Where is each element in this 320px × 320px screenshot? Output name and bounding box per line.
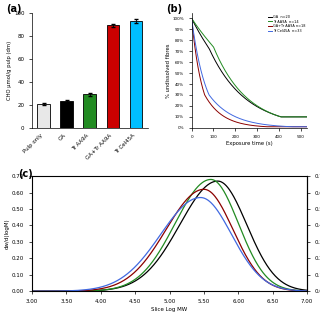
- GA+Tr AA9A n=18: [269, 125, 273, 129]
- Tr Cel45A  n=33: [280, 124, 284, 128]
- GA+Tr AA9A n=18: [190, 16, 194, 20]
- GA+Tr AA9A n=18: [280, 125, 284, 129]
- Tr AA9A  n=14: [282, 115, 286, 119]
- GA+Tr AA9A n=18: [282, 125, 286, 129]
- Bar: [84, 94, 96, 128]
- Tr AA9A  n=14: [241, 92, 244, 96]
- Tr AA9A  n=14: [236, 87, 240, 91]
- Tr AA9A  n=14: [202, 33, 205, 36]
- Text: (c): (c): [18, 169, 33, 179]
- Line: GA+Tr AA9A n=18: GA+Tr AA9A n=18: [192, 18, 307, 127]
- GA  n=20: [282, 115, 286, 119]
- Y-axis label: % undissolved fibres: % undissolved fibres: [166, 43, 171, 98]
- Line: GA  n=20: GA n=20: [192, 18, 307, 117]
- GA  n=20: [202, 38, 205, 42]
- Bar: [130, 21, 142, 128]
- Tr Cel45A  n=33: [290, 125, 293, 129]
- Legend: GA  n=20, Tr AA9A  n=14, GA+Tr AA9A n=18, Tr Cel45A  n=33: GA n=20, Tr AA9A n=14, GA+Tr AA9A n=18, …: [268, 14, 306, 33]
- Tr Cel45A  n=33: [305, 125, 309, 129]
- Tr AA9A  n=14: [269, 111, 273, 115]
- Y-axis label: CHO µmol/g pulp (dm): CHO µmol/g pulp (dm): [7, 41, 12, 100]
- Tr AA9A  n=14: [279, 115, 283, 119]
- Line: Tr Cel45A  n=33: Tr Cel45A n=33: [192, 18, 307, 127]
- GA+Tr AA9A n=18: [236, 121, 240, 124]
- Tr Cel45A  n=33: [236, 116, 240, 120]
- X-axis label: Exposure time (s): Exposure time (s): [226, 141, 273, 146]
- GA+Tr AA9A n=18: [305, 125, 309, 129]
- Text: (a): (a): [7, 4, 22, 13]
- Tr Cel45A  n=33: [269, 123, 273, 127]
- Bar: [107, 26, 119, 128]
- Text: (b): (b): [166, 4, 182, 13]
- GA  n=20: [269, 111, 273, 115]
- Tr AA9A  n=14: [280, 115, 284, 119]
- GA  n=20: [279, 115, 283, 119]
- Line: Tr AA9A  n=14: Tr AA9A n=14: [192, 18, 307, 117]
- GA  n=20: [305, 115, 309, 119]
- GA  n=20: [241, 94, 244, 98]
- Tr Cel45A  n=33: [282, 124, 286, 128]
- Y-axis label: dw/d(logM): dw/d(logM): [4, 218, 9, 249]
- GA+Tr AA9A n=18: [241, 122, 244, 126]
- Tr Cel45A  n=33: [202, 77, 205, 81]
- GA+Tr AA9A n=18: [202, 89, 205, 92]
- Bar: [60, 101, 73, 128]
- Tr Cel45A  n=33: [190, 16, 194, 20]
- Tr AA9A  n=14: [305, 115, 309, 119]
- X-axis label: Slice Log MW: Slice Log MW: [151, 307, 188, 312]
- GA  n=20: [280, 115, 284, 119]
- Bar: [37, 104, 50, 128]
- Tr AA9A  n=14: [190, 16, 194, 20]
- GA+Tr AA9A n=18: [265, 125, 268, 129]
- GA  n=20: [190, 16, 194, 20]
- GA  n=20: [236, 90, 240, 94]
- Tr Cel45A  n=33: [241, 118, 244, 122]
